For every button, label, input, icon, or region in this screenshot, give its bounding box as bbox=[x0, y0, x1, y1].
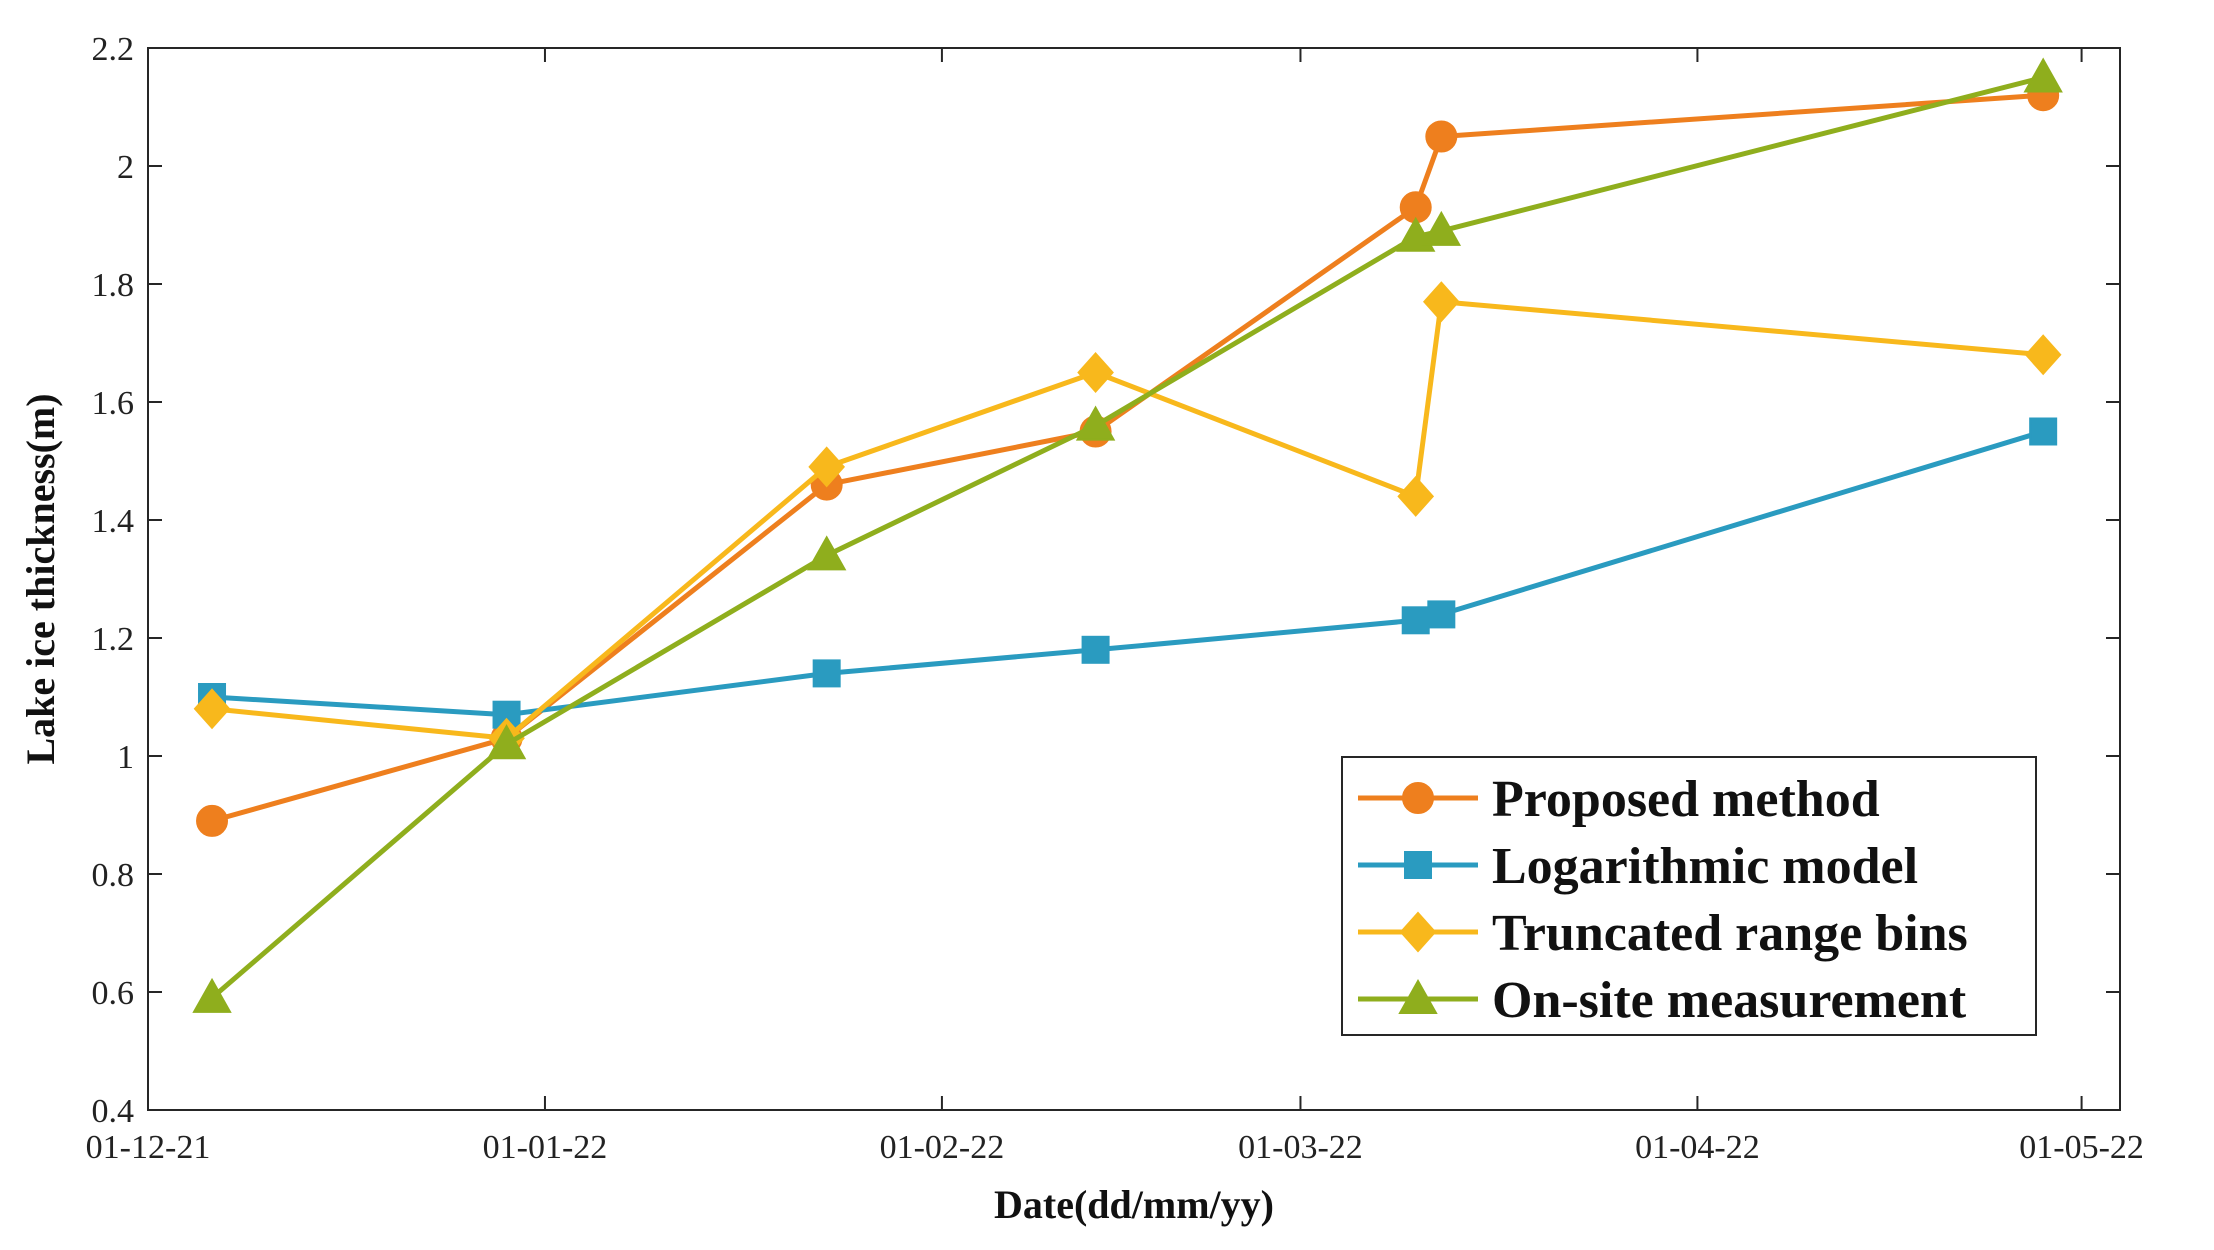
legend-box bbox=[1341, 756, 2037, 1036]
legend-label: Truncated range bins bbox=[1492, 905, 1968, 962]
data-point-on-site-measurement bbox=[1421, 210, 1462, 246]
legend: Proposed method Logarithmic model Truncate… bbox=[1341, 756, 2037, 1036]
data-point-logarithmic-model bbox=[1081, 635, 1110, 664]
legend-item-truncated-range-bins: Truncated range bins bbox=[1358, 905, 1968, 962]
legend-marker bbox=[1398, 978, 1438, 1014]
legend-label: Proposed method bbox=[1492, 771, 1880, 828]
data-point-truncated-range-bins bbox=[2024, 334, 2062, 376]
data-point-logarithmic-model bbox=[1401, 606, 1430, 635]
series-group bbox=[192, 57, 2063, 1013]
data-point-truncated-range-bins bbox=[808, 446, 846, 488]
y-tick-label: 1 bbox=[117, 739, 134, 776]
x-tick-label: 01-05-22 bbox=[2019, 1129, 2144, 1166]
y-tick-label: 0.6 bbox=[92, 975, 135, 1012]
y-tick-label: 2.2 bbox=[92, 31, 135, 68]
y-axis-title: Lake ice thickness(m) bbox=[18, 393, 63, 764]
legend-item-logarithmic-model: Logarithmic model bbox=[1358, 838, 1918, 895]
y-tick-labels: 0.4 0.6 0.8 1 1.2 1.4 1.6 1.8 2 2.2 bbox=[92, 31, 135, 1130]
y-tick-label: 1.8 bbox=[92, 267, 135, 304]
legend-label: Logarithmic model bbox=[1492, 838, 1918, 895]
legend-marker bbox=[1399, 911, 1437, 953]
data-point-on-site-measurement bbox=[2023, 57, 2063, 93]
data-point-truncated-range-bins bbox=[1422, 281, 1460, 323]
y-tick-label: 1.2 bbox=[92, 621, 135, 658]
data-point-on-site-measurement bbox=[192, 977, 232, 1013]
data-point-logarithmic-model bbox=[2029, 417, 2058, 446]
y-tick-label: 1.4 bbox=[92, 503, 135, 540]
data-point-proposed-method bbox=[1425, 120, 1458, 153]
x-axis-title: Date(dd/mm/yy) bbox=[994, 1182, 1274, 1227]
data-point-logarithmic-model bbox=[1427, 600, 1456, 629]
legend-marker bbox=[1404, 851, 1432, 879]
y-tick-label: 0.4 bbox=[92, 1093, 135, 1130]
data-point-proposed-method bbox=[196, 804, 229, 837]
x-tick-label: 01-03-22 bbox=[1238, 1129, 1363, 1166]
legend-item-on-site-measurement: On-site measurement bbox=[1358, 972, 1967, 1029]
data-point-on-site-measurement bbox=[1075, 405, 1116, 441]
x-tick-label: 01-04-22 bbox=[1635, 1129, 1760, 1166]
legend-marker bbox=[1402, 782, 1434, 814]
data-point-truncated-range-bins bbox=[1397, 475, 1435, 517]
data-point-truncated-range-bins bbox=[1077, 352, 1114, 393]
y-tick-label: 0.8 bbox=[92, 857, 135, 894]
x-tick-label: 01-12-21 bbox=[86, 1129, 211, 1166]
data-point-logarithmic-model bbox=[812, 659, 841, 688]
legend-label: On-site measurement bbox=[1492, 972, 1967, 1029]
series-on-site-measurement bbox=[192, 57, 2063, 1013]
plot-frame bbox=[147, 47, 2121, 1111]
data-point-truncated-range-bins bbox=[193, 688, 231, 730]
y-tick-label: 1.6 bbox=[92, 385, 135, 422]
legend-item-proposed-method: Proposed method bbox=[1358, 771, 1880, 828]
x-tick-labels: 01-12-21 01-01-22 01-02-22 01-03-22 01-04-22… bbox=[86, 1129, 2144, 1166]
axis-ticks bbox=[147, 47, 2120, 1111]
x-tick-label: 01-02-22 bbox=[880, 1129, 1005, 1166]
y-tick-label: 2 bbox=[117, 149, 134, 186]
data-point-on-site-measurement bbox=[486, 724, 527, 760]
x-tick-label: 01-01-22 bbox=[483, 1129, 608, 1166]
data-point-on-site-measurement bbox=[806, 535, 847, 571]
